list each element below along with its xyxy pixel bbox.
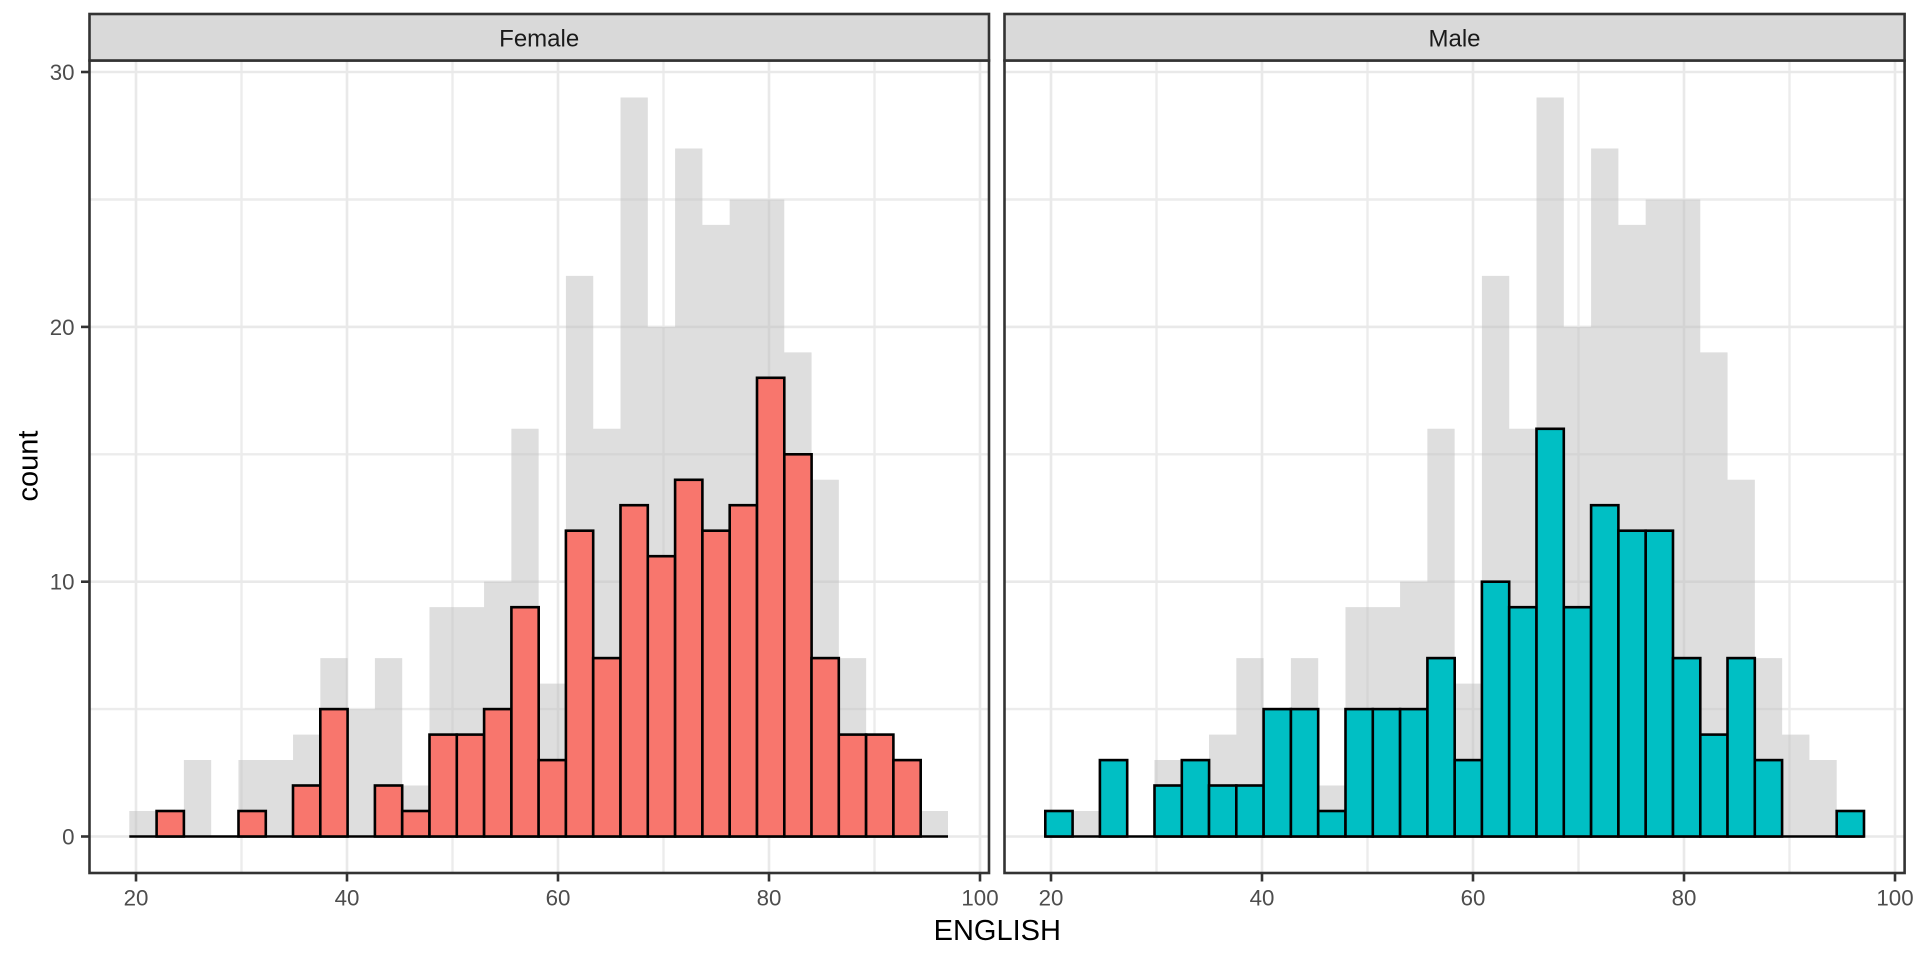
svg-text:60: 60 (1461, 885, 1486, 910)
svg-text:20: 20 (50, 315, 75, 340)
svg-text:ENGLISH: ENGLISH (934, 915, 1061, 947)
svg-text:60: 60 (546, 885, 571, 910)
svg-text:20: 20 (124, 885, 149, 910)
svg-text:40: 40 (1250, 885, 1275, 910)
svg-text:40: 40 (335, 885, 360, 910)
svg-text:100: 100 (1876, 885, 1913, 910)
svg-text:80: 80 (757, 885, 782, 910)
svg-text:Female: Female (499, 26, 579, 53)
svg-text:80: 80 (1672, 885, 1697, 910)
svg-text:100: 100 (961, 885, 998, 910)
svg-text:Male: Male (1428, 26, 1480, 53)
svg-text:30: 30 (50, 60, 75, 85)
svg-text:count: count (13, 431, 45, 502)
svg-text:0: 0 (62, 825, 74, 850)
svg-text:10: 10 (50, 570, 75, 595)
svg-text:20: 20 (1039, 885, 1064, 910)
